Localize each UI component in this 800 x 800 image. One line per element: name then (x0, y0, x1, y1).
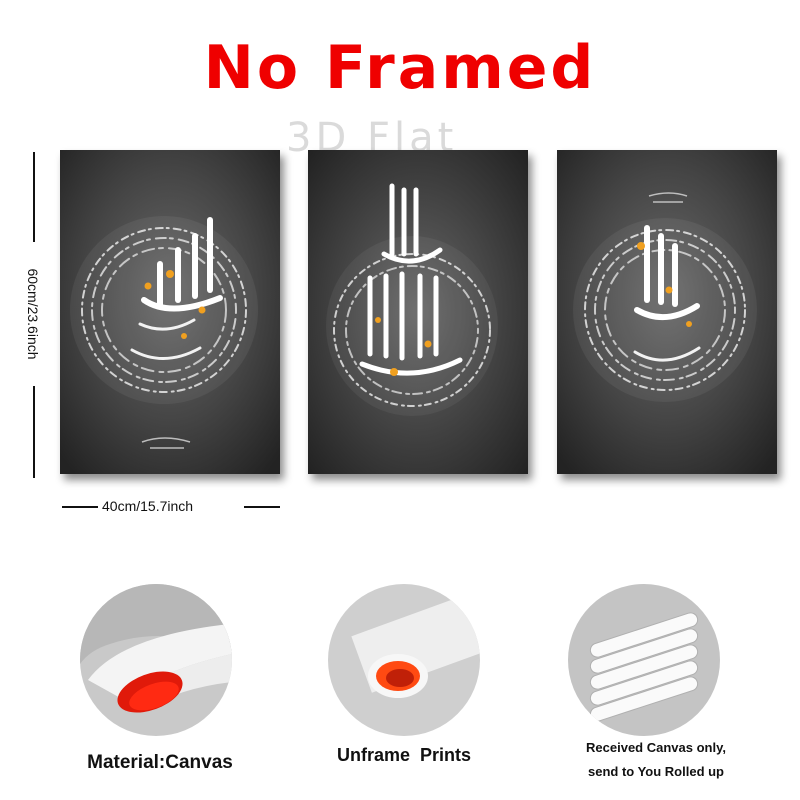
canvas-panel-right (557, 150, 777, 474)
unframed-print-photo (328, 584, 480, 736)
height-dimension-line-bottom (33, 386, 35, 478)
canvas-material-photo (80, 584, 232, 736)
height-dimension-label: 60cm/23.6inch (25, 262, 41, 366)
caption-rolled-line2: send to You Rolled up (587, 764, 725, 779)
rolled-canvas-photo (568, 584, 720, 736)
calligraphy-art-right (557, 150, 777, 474)
width-dimension-line-right (244, 506, 280, 508)
height-dimension-line-top (33, 152, 35, 242)
caption-material: Material:Canvas (87, 752, 233, 773)
width-dimension-label: 40cm/15.7inch (102, 498, 194, 514)
caption-rolled-line1: Received Canvas only, (586, 740, 726, 755)
canvas-panel-center (308, 150, 528, 474)
width-dimension-line-left (62, 506, 98, 508)
calligraphy-art-left (60, 150, 280, 474)
headline-title: No Framed (203, 33, 597, 103)
canvas-panel-left (60, 150, 280, 474)
caption-unframe: Unframe Prints (336, 745, 472, 765)
calligraphy-art-center (308, 150, 528, 474)
